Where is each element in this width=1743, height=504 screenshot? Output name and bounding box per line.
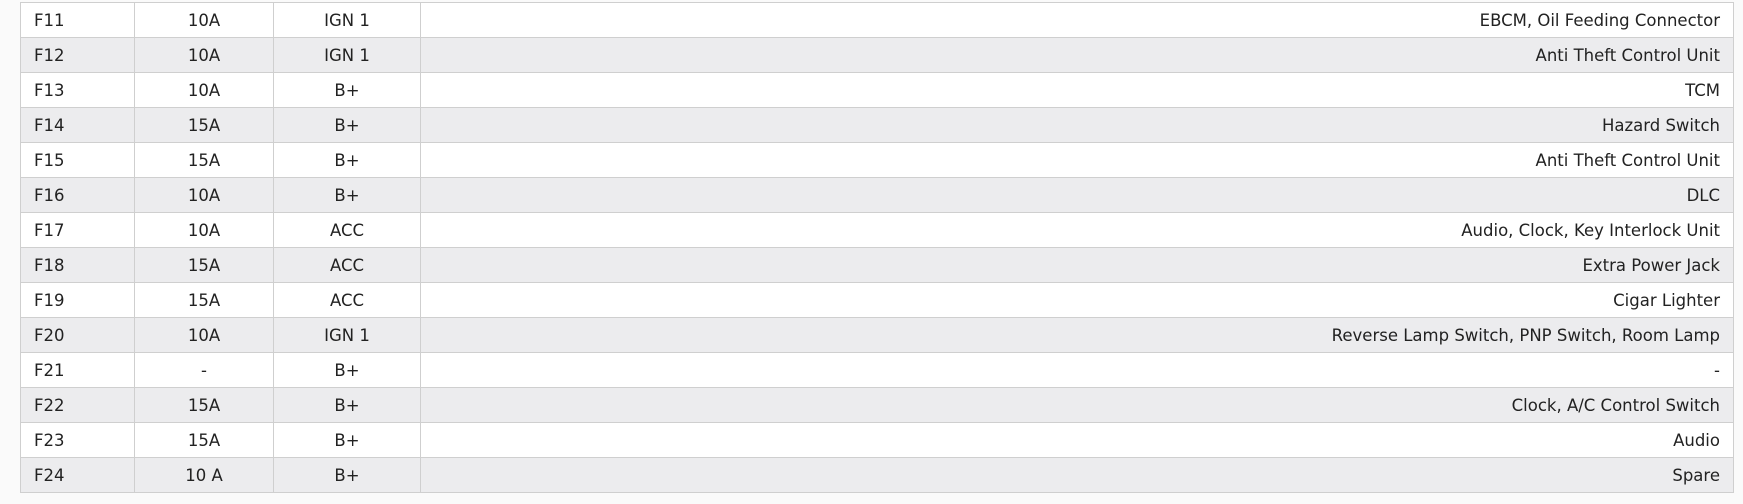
power-source: IGN 1 [273, 37, 421, 73]
power-source: B+ [273, 457, 421, 493]
power-source: B+ [273, 387, 421, 423]
fuse-id: F16 [20, 177, 135, 213]
fuse-id: F13 [20, 72, 135, 108]
power-source: ACC [273, 282, 421, 318]
table-row: F11 10A IGN 1 EBCM, Oil Feeding Connector [20, 2, 1734, 38]
fuse-id: F14 [20, 107, 135, 143]
fuse-id: F15 [20, 142, 135, 178]
fuse-rating: 10 A [134, 457, 274, 493]
fuse-rating: 10A [134, 2, 274, 38]
power-source: ACC [273, 212, 421, 248]
fuse-id: F17 [20, 212, 135, 248]
power-source: B+ [273, 72, 421, 108]
table-row: F21- B+ - [20, 352, 1734, 388]
fuse-rating: 10A [134, 317, 274, 353]
power-source: B+ [273, 422, 421, 458]
fuse-id: F18 [20, 247, 135, 283]
circuit-description: TCM [420, 72, 1734, 108]
power-source: IGN 1 [273, 2, 421, 38]
circuit-description: Anti Theft Control Unit [420, 37, 1734, 73]
table-row: F19 15A ACC Cigar Lighter [20, 282, 1734, 318]
power-source: B+ [273, 177, 421, 213]
power-source: B+ [273, 142, 421, 178]
fuse-id: F21 [20, 352, 135, 388]
fuse-rating: 10A [134, 37, 274, 73]
fuse-rating: 10A [134, 212, 274, 248]
circuit-description: DLC [420, 177, 1734, 213]
fuse-rating: - [134, 352, 274, 388]
fuse-id: F23 [20, 422, 135, 458]
fuse-id: F24 [20, 457, 135, 493]
fuse-rating: 15A [134, 107, 274, 143]
circuit-description: Reverse Lamp Switch, PNP Switch, Room La… [420, 317, 1734, 353]
table-row: F13 10A B+ TCM [20, 72, 1734, 108]
table-row: F14 15A B+ Hazard Switch [20, 107, 1734, 143]
table-row: F23 15A B+ Audio [20, 422, 1734, 458]
circuit-description: Clock, A/C Control Switch [420, 387, 1734, 423]
fuse-rating: 15A [134, 247, 274, 283]
fuse-table: F11 10A IGN 1 EBCM, Oil Feeding Connector F1… [20, 2, 1734, 493]
fuse-rating: 10A [134, 177, 274, 213]
power-source: IGN 1 [273, 317, 421, 353]
fuse-id: F12 [20, 37, 135, 73]
circuit-description: Hazard Switch [420, 107, 1734, 143]
power-source: B+ [273, 352, 421, 388]
circuit-description: Audio [420, 422, 1734, 458]
power-source: ACC [273, 247, 421, 283]
table-row: F20 10A IGN 1 Reverse Lamp Switch, PNP Swit… [20, 317, 1734, 353]
circuit-description: Cigar Lighter [420, 282, 1734, 318]
fuse-rating: 15A [134, 422, 274, 458]
table-row: F18 15A ACC Extra Power Jack [20, 247, 1734, 283]
fuse-id: F20 [20, 317, 135, 353]
circuit-description: Spare [420, 457, 1734, 493]
table-row: F12 10A IGN 1 Anti Theft Control Unit [20, 37, 1734, 73]
fuse-id: F11 [20, 2, 135, 38]
fuse-rating: 10A [134, 72, 274, 108]
fuse-rating: 15A [134, 387, 274, 423]
fuse-id: F19 [20, 282, 135, 318]
circuit-description: - [420, 352, 1734, 388]
fuse-rating: 15A [134, 142, 274, 178]
circuit-description: Anti Theft Control Unit [420, 142, 1734, 178]
circuit-description: Audio, Clock, Key Interlock Unit [420, 212, 1734, 248]
circuit-description: Extra Power Jack [420, 247, 1734, 283]
table-row: F17 10A ACC Audio, Clock, Key Interlock Uni… [20, 212, 1734, 248]
power-source: B+ [273, 107, 421, 143]
fuse-rating: 15A [134, 282, 274, 318]
table-row: F22 15A B+ Clock, A/C Control Switch [20, 387, 1734, 423]
table-row: F24 10 A B+ Spare [20, 457, 1734, 493]
fuse-id: F22 [20, 387, 135, 423]
table-row: F16 10A B+ DLC [20, 177, 1734, 213]
table-row: F15 15A B+ Anti Theft Control Unit [20, 142, 1734, 178]
circuit-description: EBCM, Oil Feeding Connector [420, 2, 1734, 38]
